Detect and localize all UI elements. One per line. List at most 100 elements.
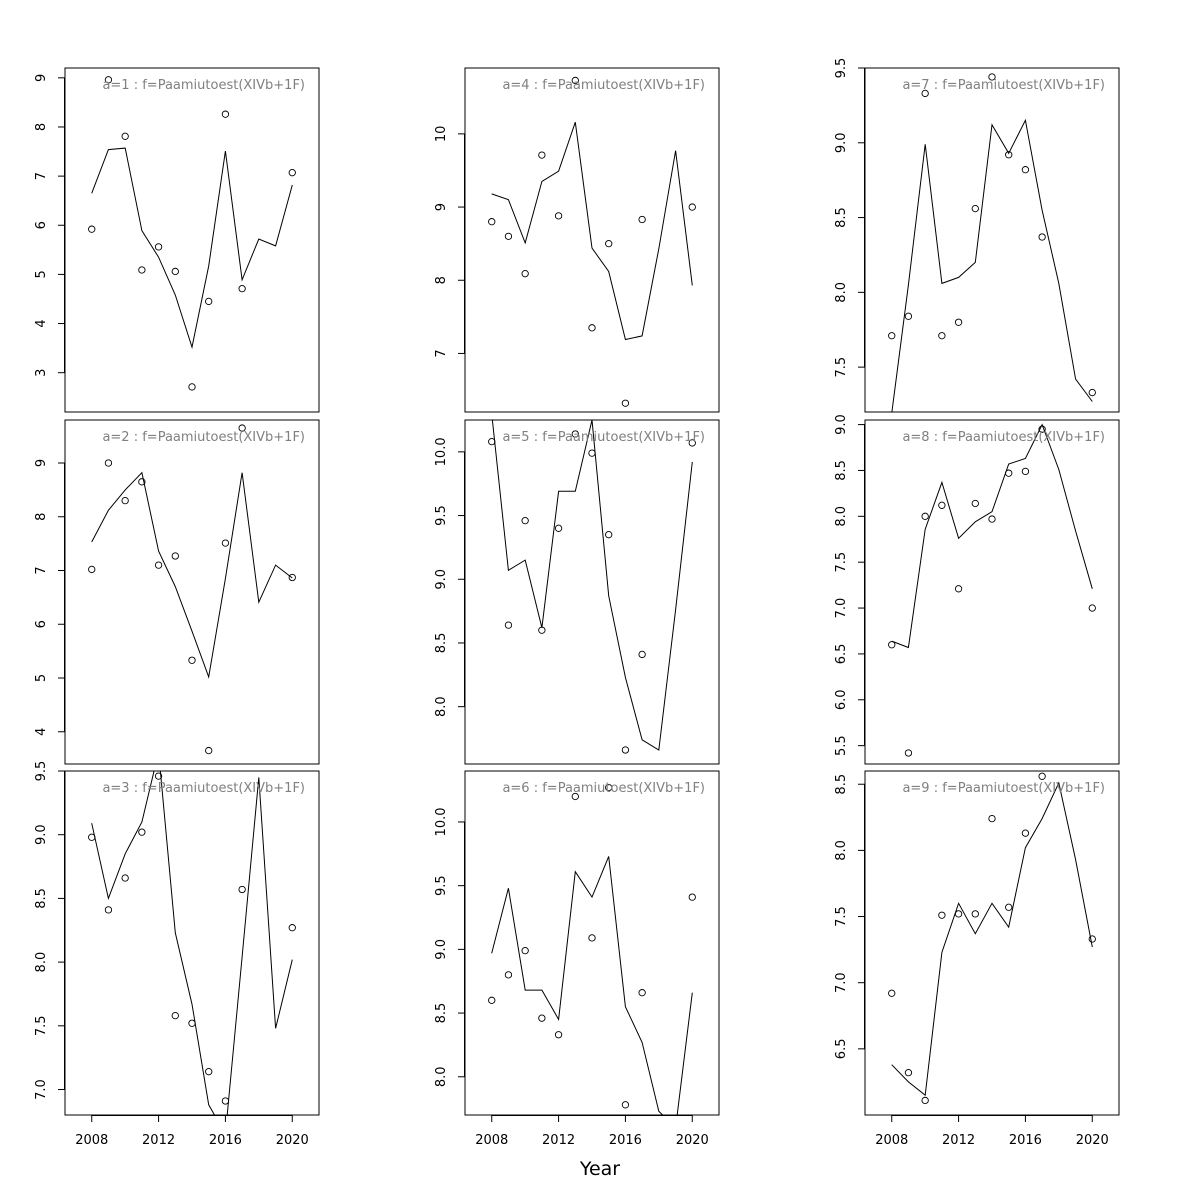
panel-7-observed-point [954, 318, 963, 326]
panel-3-ytick-label: 7.0 [34, 1079, 49, 1100]
panel-4-observed-point [688, 203, 696, 211]
panel-3-observed-point [104, 906, 113, 914]
panel-5-observed-point [504, 621, 513, 629]
panel-5-observed-point [521, 517, 529, 525]
panel-5-observed-point [638, 650, 646, 659]
panel-6: 8.0 8.5 9.0 9.5 10.0 2008 2012 2016 2020 a=6 : f=… [434, 770, 720, 1148]
panel-3-xtick-label: 2012 [142, 1133, 175, 1148]
panel-7-observed-point [1021, 166, 1030, 174]
panel-3-fitted-line [91, 771, 293, 1115]
panel-4-observed-point [504, 232, 513, 240]
panel-6-observed-point [621, 1101, 630, 1109]
panel-8-ytick-label: 8.0 [834, 506, 849, 527]
panel-1-frame [64, 67, 320, 413]
panel-9-observed-point [1088, 935, 1096, 943]
panel-1-ytick-label: 4 [34, 319, 49, 327]
panel-2-ytick-label: 7 [34, 566, 49, 574]
panel-5-observed-point [538, 626, 546, 634]
panel-5-observed-point [571, 430, 579, 438]
panel-4-observed-point [571, 76, 579, 85]
panel-7-observed-point [921, 89, 929, 98]
panel-1-observed-point [104, 76, 113, 84]
panel-6-observed-point [538, 1014, 546, 1022]
panel-8-ytick-label: 5.5 [834, 735, 849, 756]
panel-1-observed-point [88, 225, 96, 233]
panel-6-xtick-label: 2020 [676, 1133, 709, 1148]
panel-3-observed-point [288, 924, 296, 932]
panel-9-ytick-label: 8.0 [834, 840, 849, 861]
panel-8-observed-point [1038, 425, 1046, 433]
panel-6-ytick-label: 8.0 [434, 1066, 449, 1087]
panel-1-observed-point [121, 132, 129, 140]
panel-8-ytick-label: 8.5 [834, 460, 849, 481]
panel-9-ytick-label: 6.5 [834, 1039, 849, 1060]
panel-8-ytick-label: 6.5 [834, 644, 849, 665]
panel-2-frame [64, 419, 320, 765]
panel-9-xtick-label: 2008 [875, 1133, 908, 1148]
panel-8-fitted-line [891, 423, 1093, 649]
panel-2-fitted-line [91, 471, 293, 679]
panel-4-observed-point [605, 240, 613, 248]
panel-8-frame [864, 419, 1120, 765]
panel-2: 4 5 6 7 8 9 a=2 : f=Paamiutoest(XIVb+1F) [34, 419, 320, 765]
panel-1-ytick-label: 8 [34, 123, 49, 131]
panel-4-ytick-label: 10 [434, 126, 449, 143]
panel-9-observed-point [1005, 903, 1013, 911]
panel-7-observed-point [1038, 233, 1046, 241]
panel-1-observed-point [238, 285, 246, 293]
panel-6-fitted-line [491, 856, 693, 1115]
panel-5-ytick-label: 9.5 [434, 505, 449, 526]
panel-6-observed-point [588, 934, 596, 942]
panel-9-xtick-label: 2012 [942, 1133, 975, 1148]
panel-4-observed-point [621, 399, 630, 407]
panel-5-ytick-label: 8.0 [434, 696, 449, 717]
panel-1: 3 4 5 6 7 8 9 a=1 : f=Paamiutoest(XIVb+1F) [34, 67, 320, 413]
panel-4-observed-point [488, 218, 496, 226]
panel-7-observed-point [888, 332, 896, 340]
panel-3-frame [64, 770, 320, 1116]
panel-6-ytick-label: 9.5 [434, 875, 449, 896]
panel-4-observed-point [521, 270, 529, 278]
panel-3: 7.0 7.5 8.0 8.5 9.0 9.5 2008 2012 2016 2020 a=3 : … [34, 761, 320, 1148]
panel-5-observed-point [554, 524, 563, 532]
panel-6-observed-point [504, 971, 513, 979]
panel-2-observed-point [104, 459, 113, 467]
panel-7-observed-point [1005, 151, 1013, 159]
panel-2-ytick-label: 4 [34, 728, 49, 736]
panel-8-observed-point [904, 749, 913, 757]
panel-9: 6.5 7.0 7.5 8.0 8.5 2008 2012 2016 2020 a=9 : f=P… [834, 770, 1120, 1148]
panel-3-observed-point [238, 885, 246, 894]
panel-1-observed-point [171, 267, 179, 276]
panel-9-observed-point [1038, 772, 1046, 780]
panel-4-observed-point [638, 215, 646, 224]
panel-8-ytick-label: 7.0 [834, 598, 849, 619]
panel-6-observed-point [554, 1031, 563, 1039]
panel-9-ytick-label: 7.0 [834, 972, 849, 993]
panel-9-observed-point [904, 1069, 913, 1077]
panel-2-ytick-label: 9 [34, 459, 49, 467]
panel-4-fitted-line [491, 122, 693, 341]
panel-9-observed-point [921, 1096, 929, 1105]
panel-4-observed-point [538, 151, 546, 159]
panel-7-observed-point [1088, 388, 1096, 397]
panel-7-ytick-label: 8.0 [834, 282, 849, 303]
panel-7: 7.5 8.0 8.5 9.0 9.5 a=7 : f=Paamiutoest(XIVb+… [834, 58, 1120, 413]
panel-8-observed-point [1021, 467, 1030, 476]
panel-7-observed-point [938, 332, 946, 340]
panel-8-ytick-label: 6.0 [834, 689, 849, 710]
panel-5-ytick-label: 10.0 [434, 437, 449, 466]
panel-7-fitted-line [891, 118, 1093, 412]
panel-9-observed-point [1021, 829, 1030, 837]
panel-2-ytick-label: 6 [34, 620, 49, 628]
panel-2-observed-point [121, 496, 129, 505]
panel-5-frame [464, 419, 720, 765]
panel-5-observed-point [621, 746, 630, 754]
panel-1-title: a=1 : f=Paamiutoest(XIVb+1F) [102, 78, 305, 93]
panel-1-observed-point [288, 169, 296, 177]
panel-8-observed-point [938, 501, 946, 509]
panel-1-observed-point [138, 266, 146, 274]
panel-4-frame [464, 67, 720, 413]
panel-3-ytick-label: 9.0 [34, 824, 49, 845]
panel-7-observed-point [988, 73, 996, 81]
panel-6-xtick-label: 2008 [475, 1133, 508, 1148]
